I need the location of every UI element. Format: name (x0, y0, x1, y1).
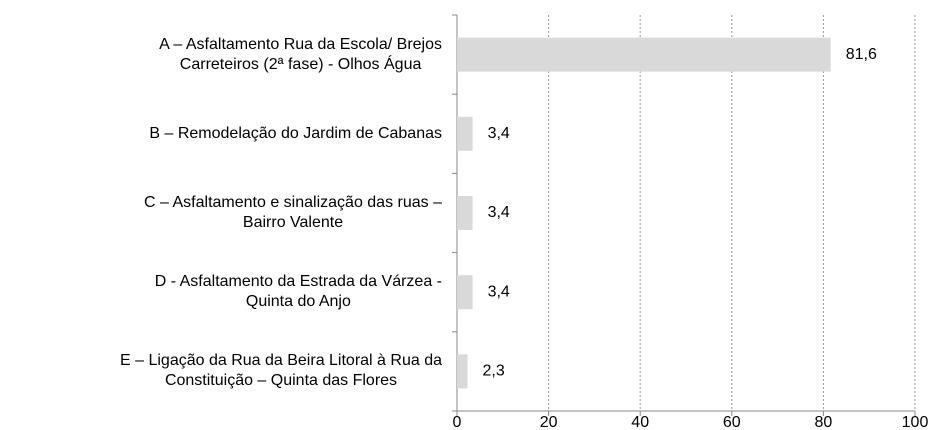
y-tick-label: A – Asfaltamento Rua da Escola/ Brejos C… (159, 35, 442, 73)
data-label: 2,3 (483, 363, 505, 380)
data-label: 81,6 (846, 46, 877, 63)
x-tick-label: 20 (540, 414, 558, 430)
x-tick-label: 100 (902, 414, 929, 430)
x-tick-label: 0 (453, 414, 462, 430)
data-label: 3,4 (488, 204, 510, 221)
data-label: 3,4 (488, 125, 510, 142)
x-tick-label: 40 (631, 414, 649, 430)
x-tick-label: 60 (723, 414, 741, 430)
bar (457, 354, 468, 389)
bar (457, 196, 473, 230)
x-tick-label: 80 (815, 414, 833, 430)
y-tick-label: D - Asfaltamento da Estrada da Várzea - … (154, 273, 442, 311)
bar (457, 116, 473, 151)
data-label: 3,4 (488, 283, 510, 300)
y-tick-label: C – Asfaltamento e sinalização das ruas … (144, 194, 442, 231)
bar (457, 37, 831, 72)
bar (457, 275, 473, 310)
y-tick-label: B – Remodelação do Jardim de Cabanas (149, 124, 442, 142)
y-tick-label: E – Ligação da Rua da Beira Litoral à Ru… (120, 352, 442, 390)
